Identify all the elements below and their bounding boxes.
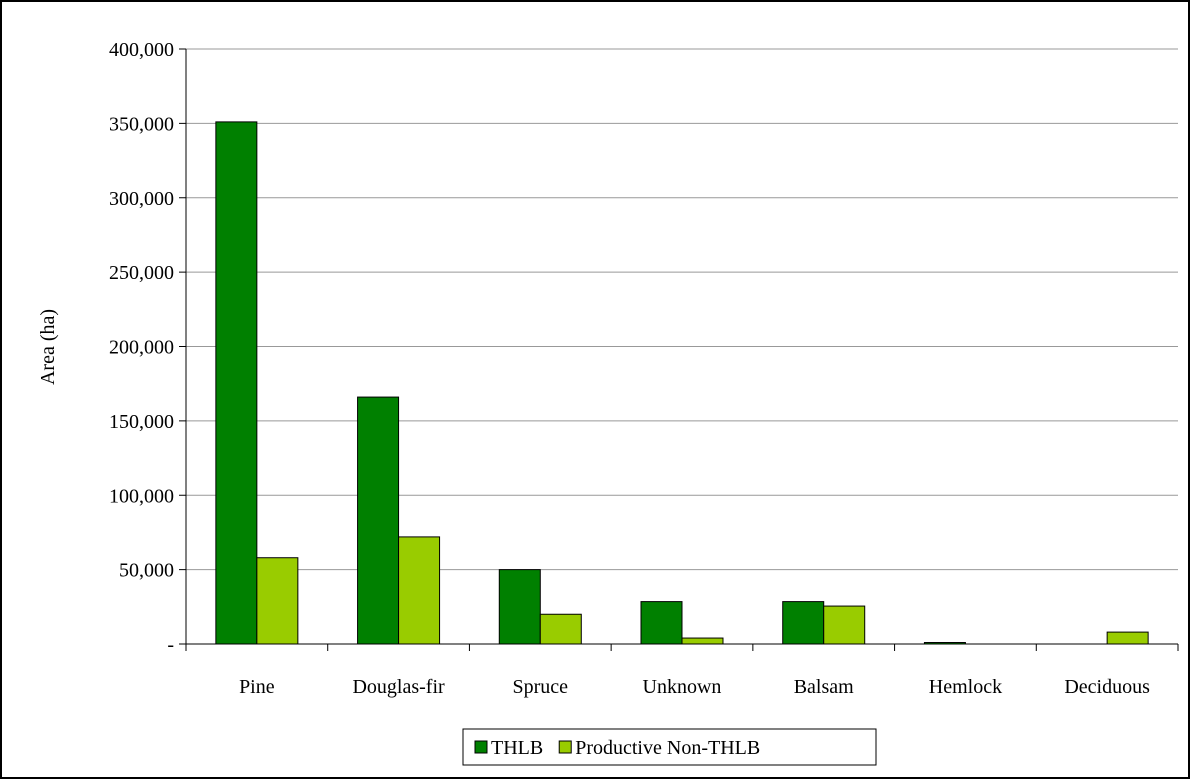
bar-productive-non-thlb-balsam	[823, 605, 866, 645]
y-tick-label: 50,000	[119, 560, 174, 582]
x-tick-label: Hemlock	[929, 676, 1002, 698]
bar-thlb-unknown	[640, 601, 683, 645]
bar-productive-non-thlb-deciduous	[1106, 631, 1149, 645]
x-tick-labels: Pine Douglas-fir Spruce Unknown Balsam Hemloc…	[239, 676, 1150, 698]
y-tick-label: 150,000	[109, 411, 174, 433]
x-tick-label: Douglas-fir	[352, 676, 445, 698]
y-tick-label: 200,000	[109, 337, 174, 359]
bars	[215, 121, 1149, 645]
bar-productive-non-thlb-pine	[256, 557, 299, 645]
legend: THLB Productive Non-THLB	[462, 728, 877, 766]
y-tick-label: 250,000	[109, 262, 174, 284]
y-tick-label: 100,000	[109, 485, 174, 507]
bar-thlb-douglas-fir	[357, 396, 400, 645]
bar-productive-non-thlb-douglas-fir	[398, 536, 441, 645]
bar-thlb-spruce	[498, 569, 541, 645]
legend-box	[462, 728, 877, 766]
x-tick-label: Deciduous	[1064, 676, 1150, 698]
y-tick-label: -	[167, 634, 174, 656]
x-tick-label: Pine	[239, 676, 275, 698]
y-axis-title: Area (ha)	[37, 309, 59, 385]
bar-thlb-pine	[215, 121, 258, 645]
gridlines	[186, 48, 1178, 571]
bar-thlb-balsam	[782, 601, 825, 645]
y-tick-label: 300,000	[109, 188, 174, 210]
axes	[179, 48, 1179, 651]
legend-swatch	[558, 740, 572, 754]
legend-label: THLB	[491, 737, 543, 759]
y-tick-labels: - 50,000 100,000 150,000 200,000 250,000 300,0…	[109, 39, 174, 656]
x-tick-label: Spruce	[513, 676, 569, 698]
x-tick-label: Unknown	[643, 676, 722, 698]
y-tick-label: 400,000	[109, 39, 174, 61]
legend-label: Productive Non-THLB	[575, 737, 760, 759]
x-tick-label: Balsam	[794, 676, 854, 698]
legend-swatch	[474, 740, 488, 754]
bar-productive-non-thlb-spruce	[539, 613, 582, 645]
y-tick-label: 350,000	[109, 113, 174, 135]
bar-productive-non-thlb-unknown	[681, 637, 724, 645]
